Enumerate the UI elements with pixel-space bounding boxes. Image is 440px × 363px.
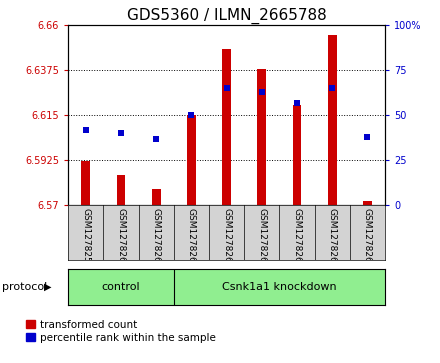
- Title: GDS5360 / ILMN_2665788: GDS5360 / ILMN_2665788: [127, 8, 326, 24]
- Text: GSM1278264: GSM1278264: [257, 208, 266, 268]
- Bar: [81, 161, 90, 205]
- Bar: [187, 115, 196, 205]
- Point: [364, 134, 371, 140]
- Text: GSM1278266: GSM1278266: [328, 208, 337, 268]
- Point: [153, 136, 160, 142]
- Bar: [152, 189, 161, 205]
- Bar: [293, 105, 301, 205]
- Bar: [363, 201, 372, 205]
- Text: ▶: ▶: [44, 282, 51, 292]
- Text: control: control: [102, 282, 140, 292]
- Point: [329, 85, 336, 91]
- Text: Csnk1a1 knockdown: Csnk1a1 knockdown: [222, 282, 337, 292]
- Text: GSM1278262: GSM1278262: [187, 208, 196, 268]
- Text: protocol: protocol: [2, 282, 48, 292]
- Point: [258, 89, 265, 95]
- Legend: transformed count, percentile rank within the sample: transformed count, percentile rank withi…: [22, 316, 220, 347]
- Point: [293, 100, 301, 106]
- Text: GSM1278263: GSM1278263: [222, 208, 231, 268]
- Point: [82, 127, 89, 132]
- Text: GSM1278265: GSM1278265: [293, 208, 301, 268]
- Point: [117, 130, 125, 136]
- Point: [223, 85, 230, 91]
- Text: GSM1278260: GSM1278260: [117, 208, 125, 268]
- Bar: [257, 69, 266, 205]
- Bar: [117, 175, 125, 205]
- Bar: [222, 49, 231, 205]
- Text: GSM1278267: GSM1278267: [363, 208, 372, 268]
- Bar: [328, 35, 337, 205]
- Point: [188, 113, 195, 118]
- Text: GSM1278261: GSM1278261: [152, 208, 161, 268]
- Text: GSM1278259: GSM1278259: [81, 208, 90, 268]
